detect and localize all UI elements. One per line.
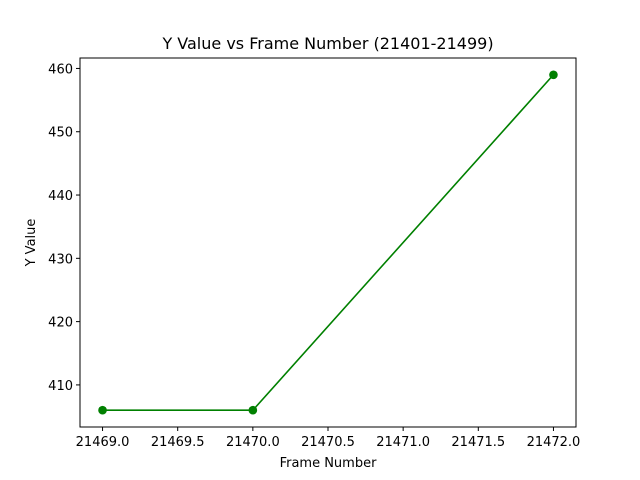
y-axis: 410 420 430 440 450 460 xyxy=(48,62,80,394)
x-tick-label: 21471.0 xyxy=(376,435,430,450)
x-axis: 21469.0 21469.5 21470.0 21470.5 21471.0 21471… xyxy=(76,427,581,450)
y-tick-label: 450 xyxy=(48,126,73,141)
y-tick-label: 440 xyxy=(48,189,73,204)
y-tick-label: 430 xyxy=(48,252,73,267)
data-point xyxy=(549,70,558,80)
data-point xyxy=(98,405,107,415)
x-tick-label: 21470.5 xyxy=(301,435,355,450)
y-axis-label: Y Value xyxy=(24,219,39,268)
x-tick-label: 21470.0 xyxy=(226,435,280,450)
series-layer xyxy=(98,70,558,415)
y-tick-label: 460 xyxy=(48,62,73,77)
x-tick-label: 21469.0 xyxy=(76,435,130,450)
y-tick-label: 410 xyxy=(48,379,73,394)
data-point xyxy=(248,405,258,415)
x-tick-label: 21472.0 xyxy=(527,435,581,450)
x-axis-label: Frame Number xyxy=(280,456,378,471)
y-tick-label: 420 xyxy=(48,316,73,331)
chart-title: Y Value vs Frame Number (21401-21499) xyxy=(161,34,493,53)
series-line xyxy=(102,74,555,412)
x-tick-label: 21471.5 xyxy=(451,435,505,450)
plot-area xyxy=(79,57,577,428)
x-tick-label: 21469.5 xyxy=(151,435,205,450)
